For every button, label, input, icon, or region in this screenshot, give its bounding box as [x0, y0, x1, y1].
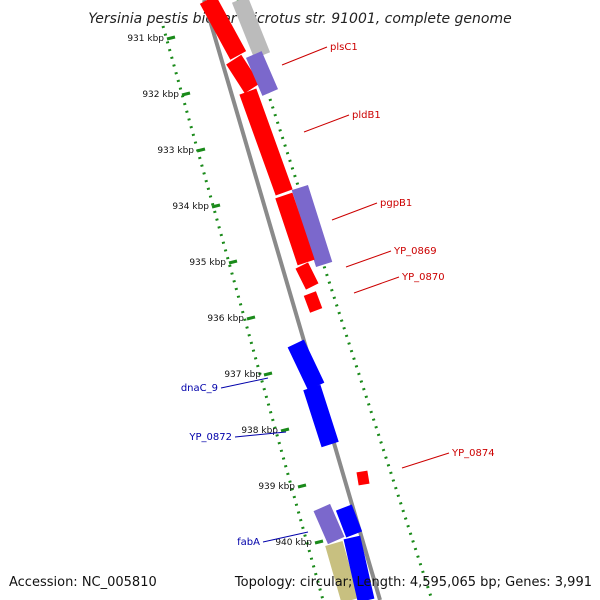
scale-tick-mark	[181, 91, 191, 97]
scale-tick-label: 938 kbp	[241, 426, 278, 436]
scale-tick-label: 936 kbp	[207, 314, 244, 324]
gene-yp_0874[interactable]	[356, 470, 370, 486]
leader-line	[303, 114, 350, 133]
gene-label[interactable]: YP_0869	[393, 246, 437, 257]
gene-dnac_9[interactable]	[287, 339, 325, 391]
scale-tick-label: 931 kbp	[127, 34, 164, 44]
scale-tick-label: 935 kbp	[189, 258, 226, 268]
scale-tick-mark	[280, 427, 290, 433]
scale-track-right	[236, 0, 434, 600]
leader-line	[262, 531, 309, 543]
scale-tick-mark	[228, 259, 238, 265]
scale-tick-mark	[263, 371, 273, 377]
scale-tick-label: 932 kbp	[142, 90, 179, 100]
gene-label[interactable]: YP_0872	[188, 432, 232, 443]
leader-line	[331, 202, 378, 221]
gene-feature[interactable]	[231, 0, 271, 59]
gene-yp_0872[interactable]	[303, 384, 339, 448]
scale-tick-mark	[246, 315, 256, 321]
accession-text: Accession: NC_005810	[9, 575, 157, 590]
genome-backbone	[202, 0, 382, 600]
gene-feature[interactable]	[245, 51, 279, 96]
genome-summary-text: Topology: circular; Length: 4,595,065 bp…	[234, 575, 592, 590]
scale-tick-label: 937 kbp	[224, 370, 261, 380]
scale-tick-label: 933 kbp	[157, 146, 194, 156]
gene-labels: plsC1 pldB1 pgpB1 YP_0869 YP_0870 dnaC_9 YP_08…	[181, 42, 495, 548]
scale-tick-mark	[196, 147, 206, 153]
gene-faba[interactable]	[313, 503, 345, 545]
gene-pldb1[interactable]	[239, 88, 293, 196]
scale-track-left	[161, 25, 325, 600]
leader-line	[345, 250, 392, 268]
gene-label[interactable]: fabA	[237, 537, 260, 548]
scale-ticks: 931 kbp 932 kbp 933 kbp 934 kbp 935 kbp 936 k…	[127, 34, 324, 548]
gene-yp_0869[interactable]	[295, 262, 319, 290]
leader-line	[234, 431, 287, 438]
gene-feature[interactable]	[343, 535, 375, 600]
scale-tick-label: 939 kbp	[258, 482, 295, 492]
scale-tick-mark	[297, 483, 307, 489]
scale-tick-mark	[166, 35, 176, 41]
gene-label[interactable]: YP_0870	[401, 272, 445, 283]
gene-feature[interactable]	[275, 192, 315, 266]
leader-line	[220, 377, 269, 389]
genome-title: Yersinia pestis biovar Microtus str. 910…	[88, 11, 511, 27]
gene-feature[interactable]	[335, 504, 363, 538]
gene-label[interactable]: dnaC_9	[181, 383, 218, 394]
gene-label[interactable]: pldB1	[352, 110, 381, 121]
scale-tick-mark	[314, 539, 324, 545]
leader-line	[401, 452, 450, 469]
gene-label[interactable]: plsC1	[330, 42, 358, 53]
scale-tick-label: 934 kbp	[172, 202, 209, 212]
gene-label[interactable]: pgpB1	[380, 198, 412, 209]
gene-features	[199, 0, 375, 600]
gene-plsc1[interactable]	[199, 0, 247, 60]
gene-label[interactable]: YP_0874	[451, 448, 495, 459]
scale-tick-mark	[211, 203, 221, 209]
leader-line	[281, 46, 328, 66]
scale-tick-label: 940 kbp	[275, 538, 312, 548]
leader-line	[353, 276, 400, 294]
gene-yp_0870[interactable]	[303, 291, 323, 313]
